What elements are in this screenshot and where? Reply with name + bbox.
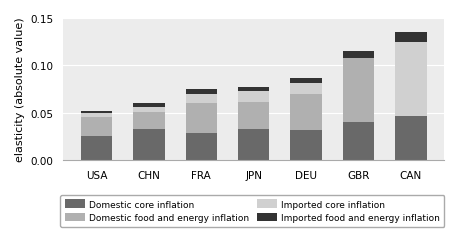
Bar <box>185 134 217 160</box>
Bar <box>238 129 269 160</box>
Bar <box>133 112 165 129</box>
Bar <box>81 113 112 118</box>
Bar <box>185 94 217 104</box>
Bar <box>185 90 217 94</box>
Bar <box>133 108 165 112</box>
Bar <box>395 43 427 116</box>
Bar <box>395 116 427 160</box>
Bar <box>81 137 112 160</box>
Legend: Domestic core inflation, Domestic food and energy inflation, Imported core infla: Domestic core inflation, Domestic food a… <box>61 195 444 227</box>
Bar <box>133 129 165 160</box>
Bar <box>291 78 322 84</box>
Bar <box>81 118 112 137</box>
Bar <box>343 58 374 123</box>
Bar <box>238 88 269 92</box>
Bar <box>291 130 322 160</box>
Bar <box>238 92 269 103</box>
Bar <box>238 103 269 129</box>
Bar <box>291 84 322 94</box>
Bar <box>81 111 112 113</box>
Bar <box>343 123 374 160</box>
Bar <box>291 94 322 130</box>
Bar <box>185 104 217 134</box>
Bar <box>395 33 427 43</box>
Bar <box>343 52 374 58</box>
Bar <box>133 104 165 108</box>
Y-axis label: elasticity (absolute value): elasticity (absolute value) <box>15 18 25 162</box>
